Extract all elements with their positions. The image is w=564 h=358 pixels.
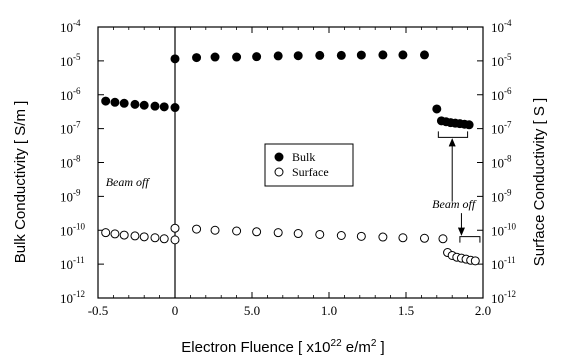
y-tick-label-left: 10-12 — [60, 289, 85, 306]
bulk-point — [315, 50, 325, 60]
x-tick-label: 5.0 — [244, 303, 260, 318]
x-axis-label-unit-exponent: 2 — [371, 338, 377, 349]
y-tick-label-right: 10-12 — [491, 289, 516, 306]
legend-surface-marker — [274, 167, 284, 177]
bulk-point — [356, 50, 366, 60]
y-tick-label-right: 10-9 — [491, 187, 512, 204]
bulk-point — [192, 53, 202, 63]
bulk-point — [273, 51, 283, 61]
bulk-point — [464, 120, 474, 130]
surface-point — [119, 230, 129, 240]
bulk-point — [159, 102, 169, 112]
legend-box — [264, 143, 354, 187]
y-tick-label-right: 10-6 — [491, 86, 512, 103]
surface-point — [315, 229, 325, 239]
surface-point — [470, 256, 480, 266]
bulk-series — [101, 50, 474, 130]
y-tick-label-left: 10-7 — [60, 120, 81, 137]
surface-point — [210, 225, 220, 235]
bulk-point — [232, 52, 242, 62]
surface-point — [192, 224, 202, 234]
surface-point — [170, 235, 180, 245]
legend: Bulk Surface — [264, 143, 354, 187]
x-axis-label-exponent: 22 — [331, 338, 343, 349]
x-tick-label: 1.5 — [398, 303, 414, 318]
surface-point — [273, 228, 283, 238]
y-tick-label-left: 10-10 — [60, 221, 85, 238]
x-tick-label: -0.5 — [88, 303, 109, 318]
y-tick-label-left: 10-4 — [60, 18, 81, 35]
y-tick-label-right: 10-8 — [491, 154, 512, 171]
surface-point — [139, 232, 149, 242]
x-axis-label-close: ] — [376, 339, 384, 356]
x-tick-label: 0 — [172, 303, 179, 318]
surface-point — [159, 234, 169, 244]
surface-point — [110, 229, 120, 239]
y-tick-label-right: 10-10 — [491, 221, 516, 238]
bulk-bracket — [437, 131, 469, 138]
y-tick-label-right: 10-7 — [491, 120, 512, 137]
y-tick-label-right: 10-4 — [491, 18, 512, 35]
bulk-point — [336, 50, 346, 60]
x-tick-label: 2.0 — [475, 303, 491, 318]
bulk-arrow-head — [448, 138, 456, 147]
bulk-point — [130, 99, 140, 109]
y-tick-label-right: 10-5 — [491, 52, 512, 69]
bulk-point — [170, 54, 180, 64]
y-tick-label-left: 10-6 — [60, 86, 81, 103]
surface-point — [356, 231, 366, 241]
plot-frame: -0.5 0 5.0 1.0 1.5 2.0 10-4 10-4 10-5 10-5 10-6 10-… — [60, 18, 516, 318]
bulk-point — [150, 101, 160, 111]
annotations: Beam off Beam off — [106, 131, 481, 243]
bulk-point — [252, 52, 262, 62]
axes-labels: Bulk Conductivity [ S/m ] Surface Conduc… — [12, 98, 548, 356]
bulk-point — [110, 97, 120, 107]
surface-point — [130, 231, 140, 241]
bulk-point — [293, 51, 303, 61]
surface-point — [378, 232, 388, 242]
y-tick-label-left: 10-8 — [60, 154, 81, 171]
y-axis-label-right: Surface Conductivity [ S ] — [531, 98, 548, 266]
beam-off-annotation: Beam off — [432, 197, 477, 211]
bulk-point — [419, 50, 429, 60]
surface-point — [336, 230, 346, 240]
x-axis-label-unit: e/m — [342, 339, 371, 356]
surface-bracket — [459, 236, 481, 243]
surface-point — [293, 229, 303, 239]
bulk-point — [119, 98, 129, 108]
surface-arrow-head — [457, 227, 465, 236]
bulk-point — [101, 96, 111, 106]
surface-point — [419, 233, 429, 243]
surface-point — [438, 234, 448, 244]
legend-surface-label: Surface — [292, 165, 329, 179]
bulk-point — [432, 104, 442, 114]
x-axis-label-prefix: Electron Fluence [ x10 — [181, 339, 330, 356]
bulk-point — [378, 50, 388, 60]
x-axis-label: Electron Fluence [ x1022 e/m2 ] — [181, 338, 384, 356]
bulk-point — [398, 50, 408, 60]
surface-point — [101, 228, 111, 238]
bulk-point — [210, 52, 220, 62]
surface-point — [232, 226, 242, 236]
y-tick-label-left: 10-11 — [60, 255, 85, 272]
bulk-point — [139, 100, 149, 110]
surface-point — [398, 233, 408, 243]
y-tick-label-right: 10-11 — [491, 255, 516, 272]
y-axis-label-left: Bulk Conductivity [ S/m ] — [12, 101, 29, 264]
bulk-point — [170, 103, 180, 113]
beam-off-annotation: Beam off — [106, 175, 151, 189]
surface-series — [101, 223, 480, 266]
legend-bulk-marker — [274, 152, 284, 162]
y-tick-label-left: 10-5 — [60, 52, 81, 69]
surface-point — [170, 223, 180, 233]
x-tick-label: 1.0 — [321, 303, 337, 318]
y-tick-label-left: 10-9 — [60, 187, 81, 204]
surface-point — [252, 227, 262, 237]
legend-bulk-label: Bulk — [292, 150, 315, 164]
surface-point — [150, 233, 160, 243]
